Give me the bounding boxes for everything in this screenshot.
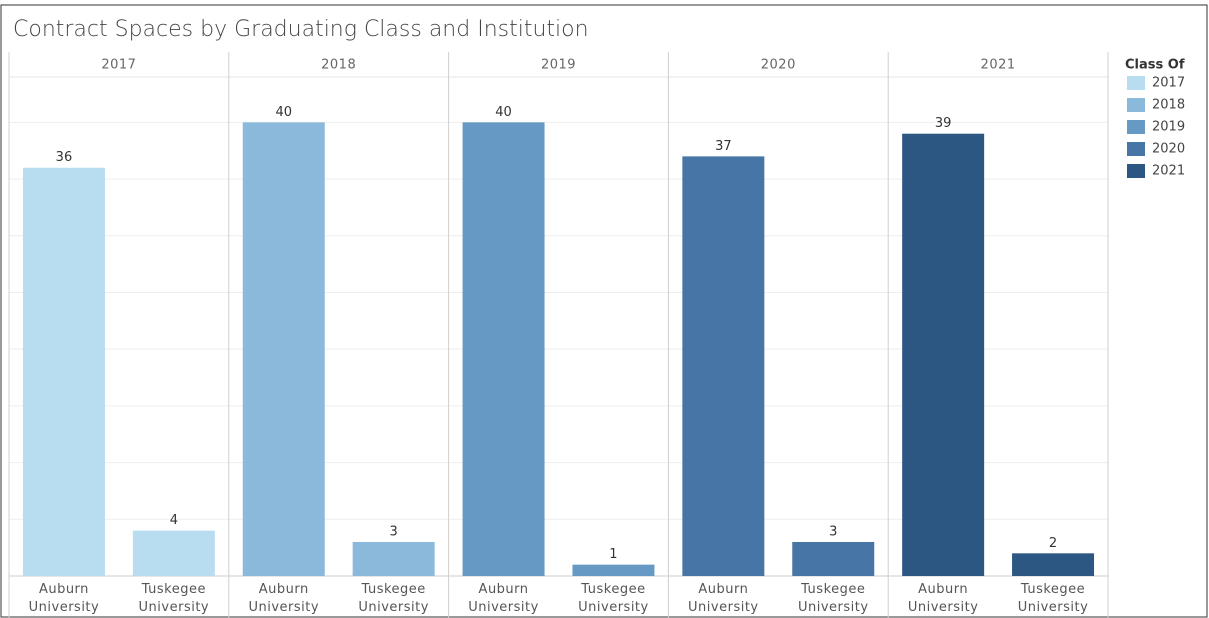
bar bbox=[352, 541, 435, 576]
panel-header: 2018 bbox=[321, 58, 356, 73]
x-tick-label: Tuskegee University bbox=[358, 582, 429, 615]
x-tick-label: Tuskegee University bbox=[138, 582, 210, 615]
frame bbox=[0, 4, 1208, 618]
data-label: 40 bbox=[275, 105, 292, 120]
data-label: 39 bbox=[935, 116, 952, 131]
legend-label: 2020 bbox=[1152, 142, 1185, 157]
legend-swatch bbox=[1127, 142, 1145, 156]
bar bbox=[132, 530, 215, 576]
bar bbox=[792, 541, 875, 576]
x-tick-label: Auburn University bbox=[907, 582, 979, 615]
x-tick-label: Tuskegee University bbox=[578, 582, 649, 615]
legend-swatch bbox=[1127, 120, 1145, 134]
bar bbox=[242, 122, 325, 576]
panel-header: 2021 bbox=[981, 58, 1016, 73]
bar bbox=[572, 564, 655, 576]
legend-swatch bbox=[1127, 164, 1145, 178]
panel-header: 2019 bbox=[541, 58, 576, 73]
data-label: 37 bbox=[715, 139, 732, 154]
legend-title: Class Of bbox=[1125, 58, 1185, 73]
x-tick-label: Auburn University bbox=[468, 582, 539, 615]
bar bbox=[1012, 553, 1095, 576]
bar bbox=[22, 167, 105, 576]
bar bbox=[682, 156, 765, 577]
data-label: 2 bbox=[1049, 536, 1057, 551]
legend-label: 2017 bbox=[1152, 76, 1185, 91]
x-tick-label: Auburn University bbox=[248, 582, 320, 615]
panel-header: 2017 bbox=[101, 58, 136, 73]
data-label: 3 bbox=[390, 524, 398, 539]
data-label: 3 bbox=[829, 524, 837, 539]
bar bbox=[902, 133, 985, 577]
data-label: 36 bbox=[56, 150, 73, 165]
bar bbox=[462, 122, 545, 576]
data-label: 1 bbox=[609, 547, 617, 562]
legend-label: 2018 bbox=[1152, 98, 1185, 113]
legend-swatch bbox=[1127, 76, 1145, 90]
x-tick-label: Tuskegee University bbox=[1017, 582, 1089, 615]
legend-swatch bbox=[1127, 98, 1145, 112]
legend-label: 2021 bbox=[1152, 164, 1185, 179]
chart-title: Contract Spaces by Graduating Class and … bbox=[13, 17, 589, 42]
x-tick-label: Tuskegee University bbox=[797, 582, 869, 615]
panel-header: 2020 bbox=[761, 58, 796, 73]
legend-label: 2019 bbox=[1152, 120, 1185, 135]
data-label: 4 bbox=[170, 513, 178, 528]
x-tick-label: Auburn University bbox=[28, 582, 100, 615]
x-tick-label: Auburn University bbox=[688, 582, 759, 615]
data-label: 40 bbox=[495, 105, 512, 120]
